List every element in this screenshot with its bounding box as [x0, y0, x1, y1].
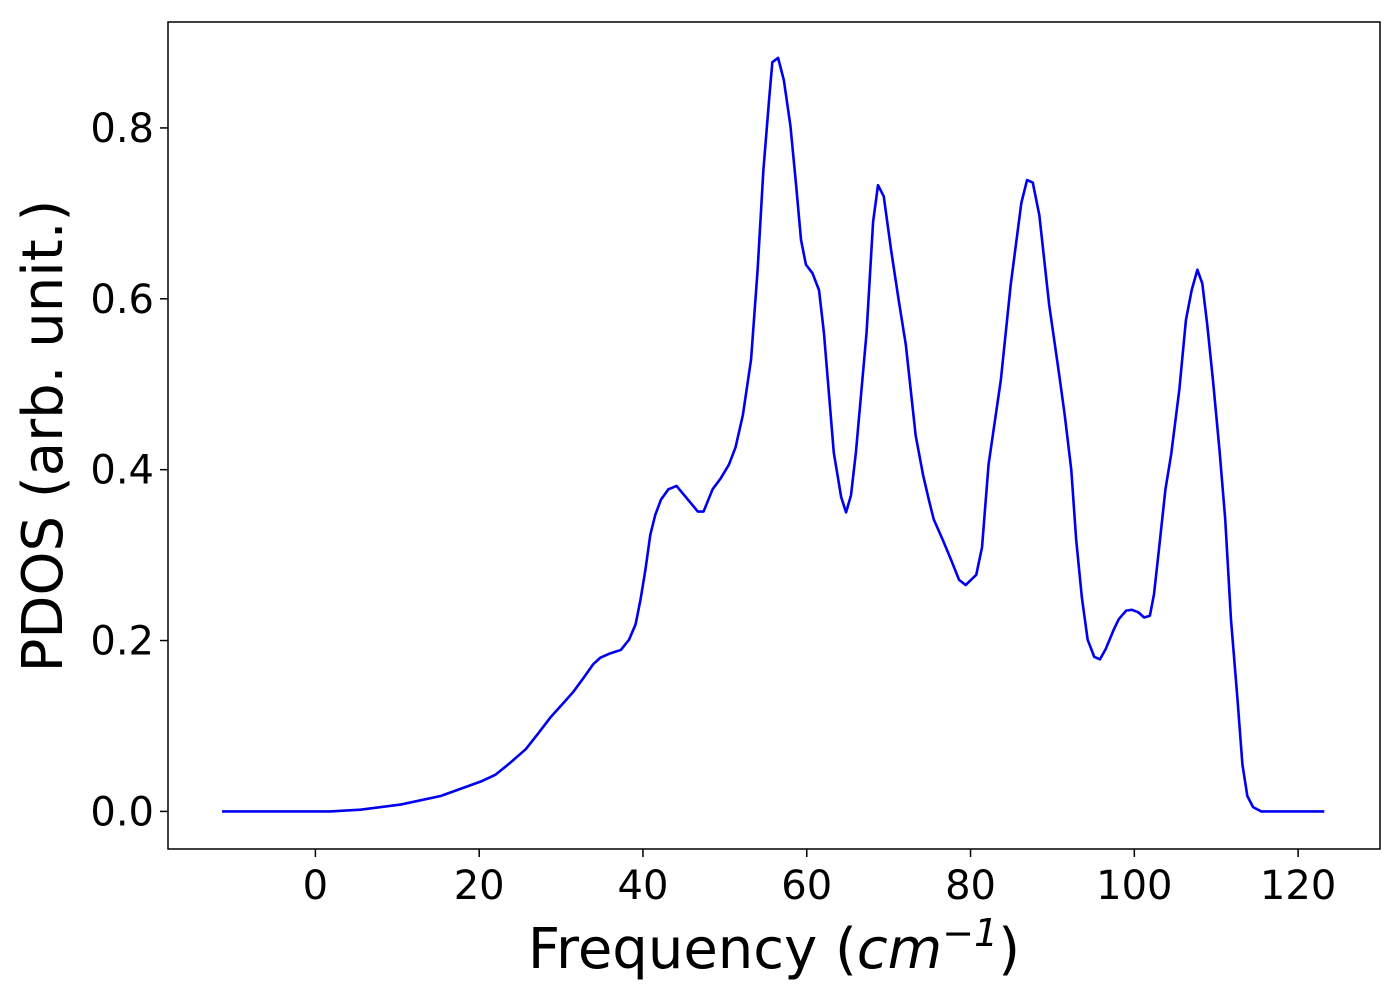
- y-tick-label: 0.4: [90, 448, 154, 494]
- y-tick-label: 0.6: [90, 277, 154, 323]
- x-tick-label: 40: [618, 863, 669, 909]
- x-axis-label: Frequency (cm−1): [528, 911, 1020, 982]
- x-tick-label: 60: [781, 863, 832, 909]
- x-tick-label: 20: [454, 863, 505, 909]
- x-tick-label: 80: [945, 863, 996, 909]
- y-axis-label: PDOS (arb. unit.): [11, 200, 76, 673]
- data-line: [222, 56, 1325, 813]
- x-tick-label: 100: [1096, 863, 1172, 909]
- y-tick-label: 0.0: [90, 789, 154, 835]
- plot-frame: [167, 21, 1381, 850]
- y-tick-label: 0.2: [90, 619, 154, 665]
- x-tick-label: 120: [1260, 863, 1336, 909]
- y-tick-label: 0.8: [90, 106, 154, 152]
- x-tick-label: 0: [303, 863, 328, 909]
